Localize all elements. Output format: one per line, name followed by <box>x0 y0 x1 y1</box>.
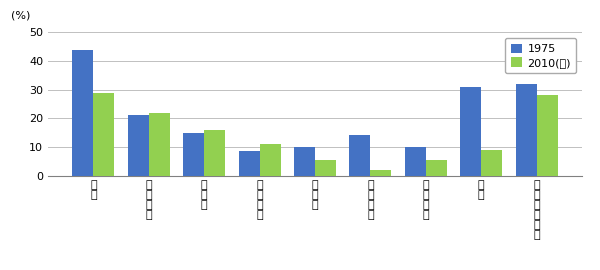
Bar <box>349 136 370 176</box>
Text: (%): (%) <box>11 11 30 21</box>
Bar <box>481 150 502 176</box>
Bar <box>515 84 536 176</box>
Bar <box>370 170 391 176</box>
Bar <box>239 151 260 176</box>
Bar <box>260 144 281 176</box>
Bar <box>204 130 225 176</box>
Bar <box>128 115 149 176</box>
Bar <box>94 93 115 176</box>
Bar <box>294 147 315 176</box>
Bar <box>460 87 481 176</box>
Bar <box>315 160 336 176</box>
Bar <box>405 147 426 176</box>
Bar <box>72 50 94 176</box>
Legend: 1975, 2010(年): 1975, 2010(年) <box>505 38 577 73</box>
Bar <box>149 113 170 176</box>
Bar <box>183 133 204 176</box>
Bar <box>536 95 558 176</box>
Bar <box>426 160 447 176</box>
